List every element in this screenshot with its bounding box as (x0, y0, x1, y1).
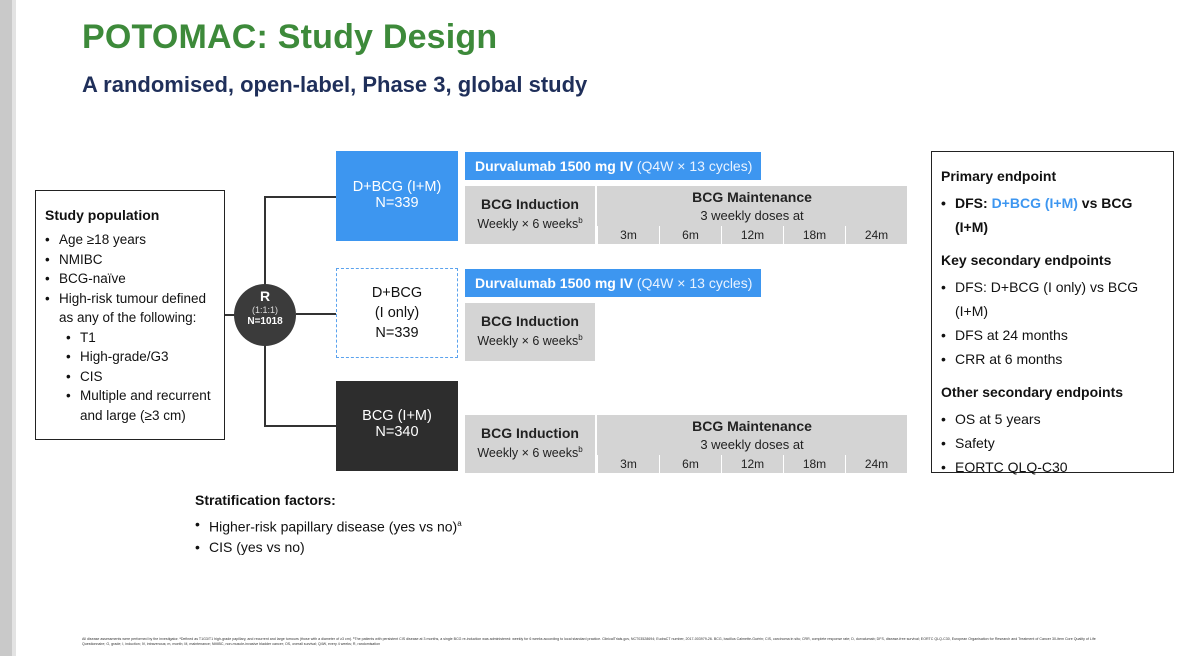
population-item: Age ≥18 years (45, 230, 216, 250)
durvalumab-label: Durvalumab 1500 mg IV (475, 275, 633, 291)
other-secondary-title: Other secondary endpoints (941, 384, 1124, 400)
connector-arm1 (264, 196, 336, 198)
arm-n: N=340 (375, 424, 419, 440)
key-secondary-title: Key secondary endpoints (941, 252, 1112, 268)
arm-d-bcg-im: D+BCG (I+M) N=339 (336, 151, 458, 241)
arm-n: N=339 (375, 195, 419, 211)
stratification-title: Stratification factors: (195, 492, 336, 508)
timepoint: 6m (659, 455, 721, 473)
bcg-maintenance-box: BCG Maintenance 3 weekly doses at 3m 6m … (597, 415, 907, 473)
maintenance-schedule: 3 weekly doses at (700, 437, 804, 452)
durvalumab-schedule: (Q4W × 13 cycles) (636, 158, 753, 174)
stratification-item: CIS (yes vs no) (195, 537, 462, 557)
page-title: POTOMAC: Study Design (82, 18, 498, 56)
induction-label: BCG Induction (481, 196, 579, 212)
timepoint: 24m (845, 455, 907, 473)
timepoint: 18m (783, 455, 845, 473)
randomisation-letter: R (259, 288, 271, 304)
randomisation-circle: R (1:1:1) N=1018 (234, 284, 296, 346)
bcg-induction-box: BCG Induction Weekly × 6 weeksb (465, 415, 595, 473)
population-subitem: CIS (45, 367, 216, 387)
primary-endpoint-group: Primary endpoint DFS: D+BCG (I+M) vs BCG… (941, 168, 1165, 239)
arm-name-line2: (I only) (374, 305, 420, 321)
arm-bcg-im: BCG (I+M) N=340 (336, 381, 458, 471)
primary-endpoint-title: Primary endpoint (941, 168, 1057, 184)
induction-label: BCG Induction (481, 425, 579, 441)
primary-endpoint-item: DFS: D+BCG (I+M) vs BCG (I+M) (941, 191, 1165, 239)
maintenance-timepoints: 3m 6m 12m 18m 24m (597, 455, 907, 473)
key-secondary-item: DFS at 24 months (941, 323, 1165, 347)
other-secondary-item: EORTC QLQ-C30 (941, 455, 1165, 479)
endpoints-box: Primary endpoint DFS: D+BCG (I+M) vs BCG… (931, 151, 1174, 479)
footnote: All disease assessments were performed b… (82, 637, 1096, 646)
timepoint: 3m (597, 226, 659, 244)
other-secondary-item: OS at 5 years (941, 407, 1165, 431)
key-secondary-item: DFS: D+BCG (I only) vs BCG (I+M) (941, 275, 1165, 323)
connector-arm3 (264, 425, 336, 427)
induction-schedule: Weekly × 6 weeksb (477, 445, 583, 461)
induction-schedule: Weekly × 6 weeksb (477, 216, 583, 232)
population-subitem: Multiple and recurrent and large (≥3 cm) (45, 386, 216, 425)
arm-name: D+BCG (371, 285, 423, 301)
durvalumab-bar: Durvalumab 1500 mg IV (Q4W × 13 cycles) (465, 269, 761, 297)
population-item: High-risk tumour defined as any of the f… (45, 289, 216, 328)
timepoint: 12m (721, 455, 783, 473)
randomisation-n: N=1018 (247, 316, 283, 327)
population-subitem: T1 (45, 328, 216, 348)
durvalumab-schedule: (Q4W × 13 cycles) (636, 275, 753, 291)
arm-name: D+BCG (I+M) (352, 179, 442, 195)
other-secondary-group: Other secondary endpoints OS at 5 years … (941, 384, 1165, 479)
slide-left-border-inner (12, 0, 16, 656)
key-secondary-group: Key secondary endpoints DFS: D+BCG (I on… (941, 252, 1165, 371)
timepoint: 12m (721, 226, 783, 244)
induction-label: BCG Induction (481, 313, 579, 329)
maintenance-label: BCG Maintenance (692, 189, 812, 205)
key-secondary-item: CRR at 6 months (941, 347, 1165, 371)
population-subitem: High-grade/G3 (45, 347, 216, 367)
timepoint: 18m (783, 226, 845, 244)
connector-arm2 (296, 313, 336, 315)
randomisation-ratio: (1:1:1) (251, 305, 278, 315)
bcg-induction-box: BCG Induction Weekly × 6 weeksb (465, 186, 595, 244)
durvalumab-label: Durvalumab 1500 mg IV (475, 158, 633, 174)
timepoint: 3m (597, 455, 659, 473)
maintenance-schedule: 3 weekly doses at (700, 208, 804, 223)
other-secondary-item: Safety (941, 431, 1165, 455)
arm-name: BCG (I+M) (362, 408, 432, 424)
page-subtitle: A randomised, open-label, Phase 3, globa… (82, 72, 588, 97)
durvalumab-bar: Durvalumab 1500 mg IV (Q4W × 13 cycles) (465, 152, 761, 180)
connector-population-to-r (225, 314, 235, 316)
study-population-box: Study population Age ≥18 years NMIBC BCG… (35, 190, 225, 440)
study-population-title: Study population (45, 207, 160, 223)
maintenance-timepoints: 3m 6m 12m 18m 24m (597, 226, 907, 244)
bcg-induction-box: BCG Induction Weekly × 6 weeksb (465, 303, 595, 361)
population-item: NMIBC (45, 250, 216, 270)
stratification-factors: Stratification factors: Higher-risk papi… (195, 492, 462, 557)
induction-schedule: Weekly × 6 weeksb (477, 333, 583, 349)
population-item: BCG-naïve (45, 269, 216, 289)
timepoint: 6m (659, 226, 721, 244)
bcg-maintenance-box: BCG Maintenance 3 weekly doses at 3m 6m … (597, 186, 907, 244)
study-population-list: Age ≥18 years NMIBC BCG-naïve High-risk … (45, 230, 216, 425)
arm-n: N=339 (375, 325, 419, 341)
slide-left-border (0, 0, 12, 656)
arm-d-bcg-i-only: D+BCG (I only) N=339 (336, 268, 458, 358)
stratification-item: Higher-risk papillary disease (yes vs no… (195, 514, 462, 537)
maintenance-label: BCG Maintenance (692, 418, 812, 434)
timepoint: 24m (845, 226, 907, 244)
